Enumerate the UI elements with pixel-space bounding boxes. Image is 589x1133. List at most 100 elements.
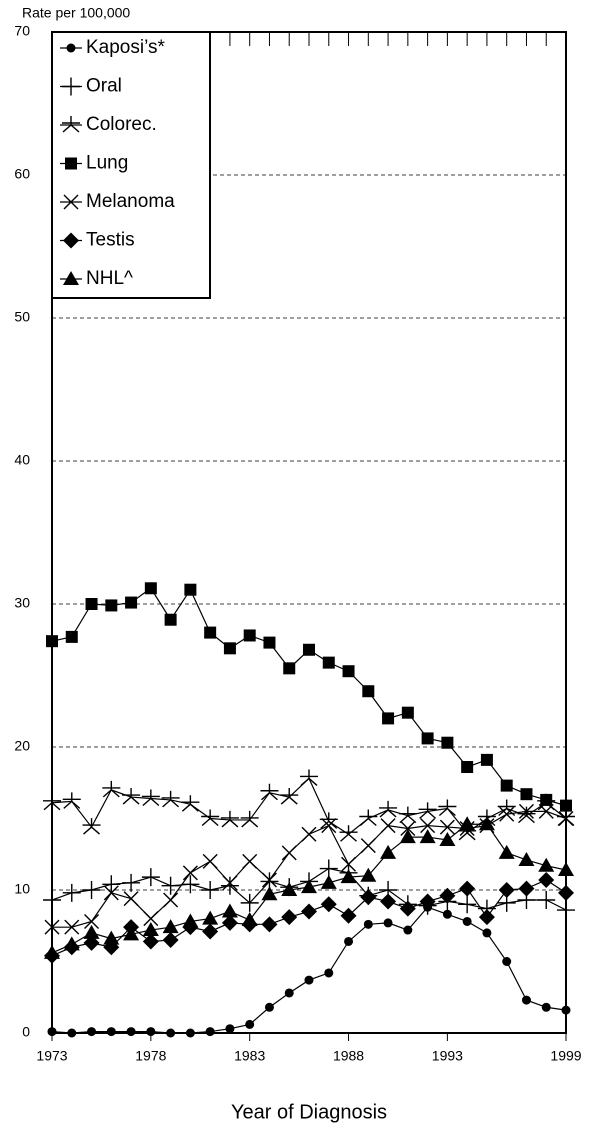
data-point <box>340 869 357 884</box>
x-tick-label: 1983 <box>234 1048 265 1064</box>
data-point <box>438 799 457 817</box>
data-point <box>261 886 278 901</box>
data-point <box>420 818 436 834</box>
data-point <box>83 924 100 939</box>
data-point <box>520 788 533 801</box>
data-point <box>62 883 81 902</box>
data-point <box>478 909 495 926</box>
data-point <box>141 789 160 807</box>
data-point <box>538 871 555 888</box>
data-point <box>263 636 276 649</box>
data-point <box>521 995 531 1005</box>
y-tick-label: 50 <box>14 309 30 325</box>
data-point <box>126 1027 136 1037</box>
x-tick-label: 1999 <box>550 1048 581 1064</box>
data-point <box>458 895 477 914</box>
data-point <box>360 867 377 882</box>
data-point <box>103 930 120 945</box>
legend-label: Lung <box>86 153 128 174</box>
data-point <box>359 809 378 827</box>
data-point <box>518 803 534 819</box>
data-point <box>541 1002 551 1012</box>
data-point <box>459 880 476 897</box>
data-point <box>261 872 277 888</box>
data-point <box>439 831 456 846</box>
data-point <box>441 736 454 749</box>
data-point <box>281 882 298 896</box>
legend-label: Testis <box>86 230 135 251</box>
data-point <box>264 1002 274 1012</box>
data-point <box>243 629 256 642</box>
data-point <box>284 988 294 998</box>
legend-label: Oral <box>86 76 122 97</box>
data-point <box>181 875 200 894</box>
data-point <box>62 792 81 809</box>
data-point <box>106 1027 116 1037</box>
data-point <box>301 903 317 920</box>
data-point <box>403 925 413 935</box>
data-point <box>102 875 121 894</box>
data-point <box>497 799 516 817</box>
data-point <box>380 844 397 859</box>
legend-marker <box>65 157 77 170</box>
data-point <box>283 662 296 675</box>
data-point <box>65 630 78 643</box>
data-point <box>399 829 416 844</box>
data-point <box>362 685 375 698</box>
data-point <box>360 889 377 906</box>
data-point <box>380 818 396 834</box>
data-point <box>442 909 452 919</box>
data-point <box>141 868 160 887</box>
data-point <box>181 795 200 812</box>
x-tick-label: 1988 <box>333 1048 364 1064</box>
data-point <box>319 812 338 829</box>
data-point <box>221 903 238 918</box>
y-tick-label: 60 <box>14 166 30 182</box>
legend-label: Melanoma <box>86 191 175 212</box>
data-point <box>320 896 337 913</box>
y-tick-label: 40 <box>14 452 30 468</box>
data-point <box>105 599 118 612</box>
data-point <box>122 873 141 892</box>
legend-box <box>51 31 211 299</box>
legend-marker <box>62 77 80 96</box>
data-point <box>478 816 495 831</box>
data-point <box>122 788 141 805</box>
data-point <box>202 910 219 925</box>
data-point <box>280 788 299 805</box>
data-point <box>83 934 100 951</box>
data-point <box>242 853 258 869</box>
data-point <box>85 598 98 610</box>
legend-marker <box>63 232 79 249</box>
data-point <box>399 900 416 917</box>
data-point <box>401 706 414 719</box>
data-point <box>201 881 220 899</box>
data-point <box>518 851 535 866</box>
y-tick-label: 0 <box>22 1024 30 1040</box>
data-point <box>103 885 119 901</box>
y-tick-label: 10 <box>14 881 30 897</box>
data-point <box>281 909 298 926</box>
data-point <box>146 1027 156 1037</box>
data-point <box>322 656 335 669</box>
legend-label: Kaposi’s* <box>86 37 165 58</box>
data-point <box>480 753 493 766</box>
data-point <box>502 957 512 966</box>
plot-frame <box>51 31 567 1034</box>
data-point <box>301 879 317 894</box>
x-tick-label: 1978 <box>135 1048 166 1064</box>
data-point <box>538 857 555 872</box>
data-point <box>419 893 436 910</box>
data-point <box>439 819 455 835</box>
data-point <box>461 761 474 774</box>
data-point <box>398 806 417 824</box>
data-point <box>383 918 393 928</box>
x-axis-label: Year of Diagnosis <box>231 1101 387 1123</box>
data-point <box>304 975 314 985</box>
data-point <box>261 916 278 933</box>
data-point <box>439 887 456 904</box>
data-point <box>321 818 337 834</box>
legend-marker <box>62 116 80 133</box>
data-point <box>537 891 556 910</box>
data-point <box>123 926 140 941</box>
